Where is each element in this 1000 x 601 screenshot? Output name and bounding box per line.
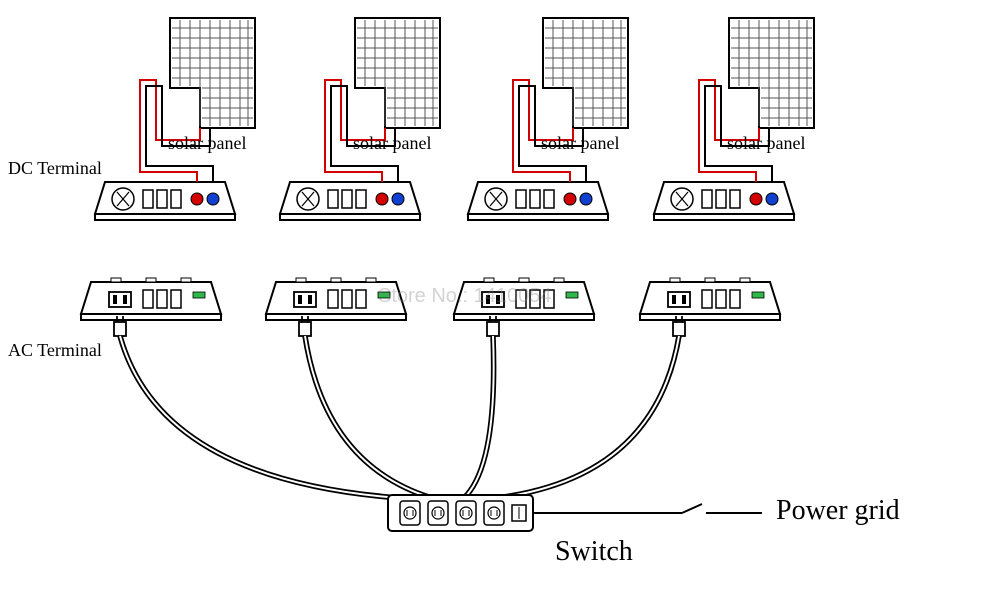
ac-cables bbox=[120, 336, 679, 498]
power-strip-icon bbox=[388, 495, 533, 531]
watermark-text: Store No.: 1410054 bbox=[378, 285, 551, 308]
inverter-ac-icon bbox=[81, 278, 221, 320]
solar-panel-label: solar panel bbox=[727, 133, 805, 154]
ac-terminal-label: AC Terminal bbox=[8, 340, 102, 361]
solar-panel-label: solar panel bbox=[168, 133, 246, 154]
power-grid-label: Power grid bbox=[776, 495, 900, 527]
inverter-dc-icon bbox=[95, 182, 235, 220]
solar-panel-label: solar panel bbox=[353, 133, 431, 154]
solar-panel-label: solar panel bbox=[541, 133, 619, 154]
dc-terminal-label: DC Terminal bbox=[8, 158, 102, 179]
solar-panel-icon bbox=[170, 18, 255, 128]
unit-1 bbox=[95, 18, 255, 220]
unit-4 bbox=[654, 18, 814, 220]
switch-wire bbox=[533, 504, 762, 513]
unit-3 bbox=[468, 18, 628, 220]
unit-2 bbox=[280, 18, 440, 220]
switch-label: Switch bbox=[555, 536, 633, 568]
inverter-ac-icon bbox=[640, 278, 780, 320]
